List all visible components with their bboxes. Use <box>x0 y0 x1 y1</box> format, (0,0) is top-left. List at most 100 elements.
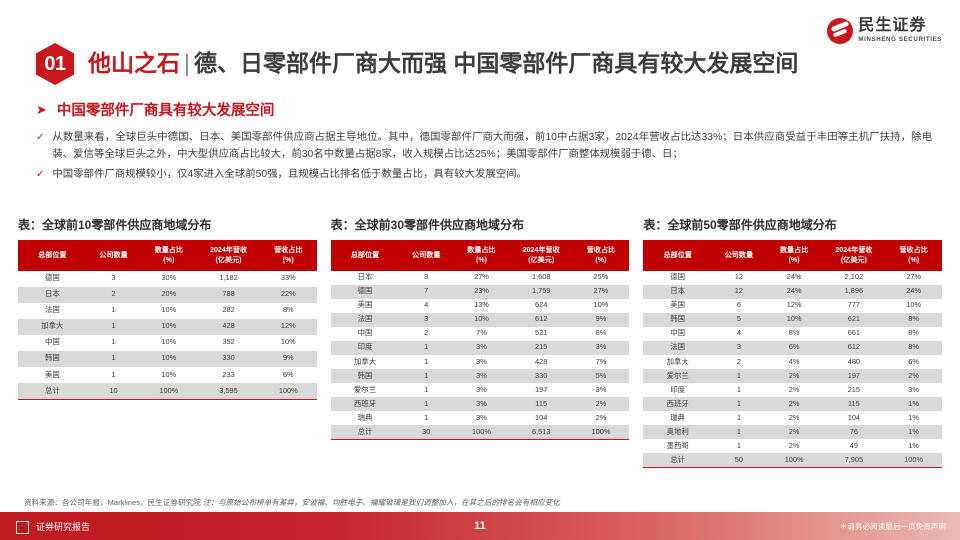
cell-region: 加拿大 <box>18 318 87 335</box>
table-row: 日本 2 20% 788 22% <box>18 286 317 303</box>
cell-value: 624 <box>535 300 548 310</box>
cell-value: 2 <box>86 286 141 303</box>
cell-value: 612 <box>509 312 573 327</box>
cell-region: 法国 <box>330 312 400 327</box>
cell-value: 1 <box>399 340 454 355</box>
table-total-row: 总计 10 100% 3,595 100% <box>18 383 317 400</box>
cell-value: 27% <box>474 272 489 282</box>
cell-value: 1 <box>736 384 741 394</box>
cell-value: 8% <box>908 328 919 338</box>
column-header-3: 2024年营收 (亿美元) <box>197 240 260 271</box>
brand-logo-text: 民生证券 MINSHENG SECURITIES <box>858 18 942 43</box>
table-header-row: 总部位置 公司数量 数量占比 (%) 2024年营收 (亿美元) 营收占比 (%) <box>18 240 317 271</box>
cell-value: 20% <box>140 286 198 303</box>
cell-value: 8 <box>424 272 429 282</box>
column-header-1: 公司数量 <box>86 240 141 271</box>
brand-name-en: MINSHENG SECURITIES <box>858 36 942 44</box>
cell-region: 德国 <box>670 272 686 282</box>
bullet-item: ✓ 从数量来看，全球巨头中德国、日本、美国零部件供应商占据主导地位。其中，德国零… <box>36 129 932 163</box>
cell-value: 2 <box>736 356 741 366</box>
table-total-row: 总计 50 100% 7,905 100% <box>643 453 943 468</box>
book-icon <box>16 520 29 534</box>
cell-region: 美国 <box>670 300 686 310</box>
cell-value: 3% <box>453 397 510 412</box>
cell-value: 5% <box>572 369 630 384</box>
column-header-3: 2024年营收 (亿美元) <box>822 240 886 271</box>
cell-value: 12% <box>786 300 802 310</box>
table-row: 西班牙 1 3% 115 2% <box>330 397 630 412</box>
cell-value: 1% <box>885 397 943 412</box>
cell-value: 521 <box>535 328 548 338</box>
cell-value: 1 <box>86 318 141 335</box>
cell-value: 2% <box>788 440 800 450</box>
cell-region: 西班牙 <box>643 397 713 412</box>
cell-region: 加拿大 <box>353 356 377 366</box>
column-header-0: 总部位置 <box>18 240 87 271</box>
brand-logo: 民生证券 MINSHENG SECURITIES <box>827 18 942 44</box>
cell-value: 215 <box>847 384 861 394</box>
cell-value: 3% <box>476 412 487 422</box>
table-header: 总部位置 公司数量 数量占比 (%) 2024年营收 (亿美元) 营收占比 (%) <box>643 240 943 271</box>
subsection-heading: ➤ 中国零部件厂商具有较大发展空间 <box>36 99 274 120</box>
table-row: 美国 6 12% 777 10% <box>643 299 942 313</box>
table-row: 爱尔兰 1 2% 197 2% <box>643 369 943 384</box>
cell-region: 爱尔兰 <box>353 384 377 394</box>
table-caption: 表：全球前30零部件供应商地域分布 <box>330 218 525 232</box>
cell-value: 5 <box>712 312 766 327</box>
cell-value: 12 <box>734 272 744 282</box>
cell-value: 1 <box>111 305 116 315</box>
cell-value: 115 <box>509 397 573 412</box>
table-row: 德国 3 30% 1,182 33% <box>18 271 317 287</box>
cell-total-value: 10 <box>86 383 141 400</box>
cell-value: 1% <box>908 412 919 422</box>
cell-value: 1 <box>712 369 766 384</box>
cell-value: 330 <box>197 350 260 367</box>
table-block-top30: 表：全球前30零部件供应商地域分布 总部位置 公司数量 数量占比 (%) 2024年营收… <box>330 216 630 468</box>
subsection-title: 中国零部件厂商具有较大发展空间 <box>56 103 275 119</box>
column-header-1: 公司数量 <box>399 240 454 271</box>
cell-value: 352 <box>222 337 235 347</box>
cell-value: 23% <box>453 284 510 299</box>
cell-value: 197 <box>822 369 886 384</box>
cell-value: 1,608 <box>531 272 551 282</box>
page-title: 他山之石 | 德、日零部件厂商大而强 中国零部件厂商具有较大发展空间 <box>88 51 798 76</box>
cell-value: 3% <box>476 384 487 394</box>
table-header: 总部位置 公司数量 数量占比 (%) 2024年营收 (亿美元) 营收占比 (%) <box>18 240 317 271</box>
footer-disclaimer: ＊请务必阅读最后一页免责声明 <box>839 521 946 531</box>
cell-region: 美国 <box>357 300 373 310</box>
cell-value: 6% <box>282 369 294 379</box>
table-header-row: 总部位置 公司数量 数量占比 (%) 2024年营收 (亿美元) 营收占比 (%) <box>643 240 943 271</box>
cell-value: 6% <box>765 340 823 355</box>
cell-value: 10% <box>280 337 296 347</box>
cell-region: 韩国 <box>643 312 713 327</box>
column-header-3: 2024年营收 (亿美元) <box>509 240 573 271</box>
cell-value: 22% <box>259 286 317 303</box>
cell-region: 日本 <box>357 272 373 282</box>
cell-value: 1 <box>111 337 116 347</box>
cell-value: 1 <box>86 350 141 367</box>
cell-region: 印度 <box>330 340 400 355</box>
check-icon: ✓ <box>36 169 45 180</box>
cell-value: 2% <box>595 412 607 422</box>
table-row: 美国 1 10% 233 6% <box>18 367 317 383</box>
cell-value: 661 <box>847 328 861 338</box>
table-row: 美国 4 13% 624 10% <box>331 299 630 313</box>
cell-value: 1,759 <box>509 284 573 299</box>
section-heading: 01 他山之石 | 德、日零部件厂商大而强 中国零部件厂商具有较大发展空间 <box>34 41 798 87</box>
column-header-2: 数量占比 (%) <box>765 240 823 271</box>
table-row: 法国 3 6% 612 8% <box>643 340 943 355</box>
cell-value: 13% <box>474 300 489 310</box>
cell-region: 瑞典 <box>670 412 686 422</box>
page-title-main: 德、日零部件厂商大而强 中国零部件厂商具有较大发展空间 <box>193 50 799 77</box>
cell-value: 2% <box>765 425 823 440</box>
cell-value: 49 <box>849 440 858 450</box>
cell-value: 1 <box>712 425 766 440</box>
cell-value: 115 <box>822 397 886 412</box>
cell-value: 1 <box>424 356 429 366</box>
cell-value: 2% <box>885 369 943 384</box>
table-block-top50: 表：全球前50零部件供应商地域分布 总部位置 公司数量 数量占比 (%) 2024年营收… <box>643 216 943 469</box>
source-note: 资料来源：各公司年报，Marklines，民生证券研究院 注：与原始公布榜单有差… <box>24 497 944 508</box>
table-row: 德国 12 24% 2,102 27% <box>643 271 942 285</box>
cell-value: 104 <box>847 412 861 422</box>
